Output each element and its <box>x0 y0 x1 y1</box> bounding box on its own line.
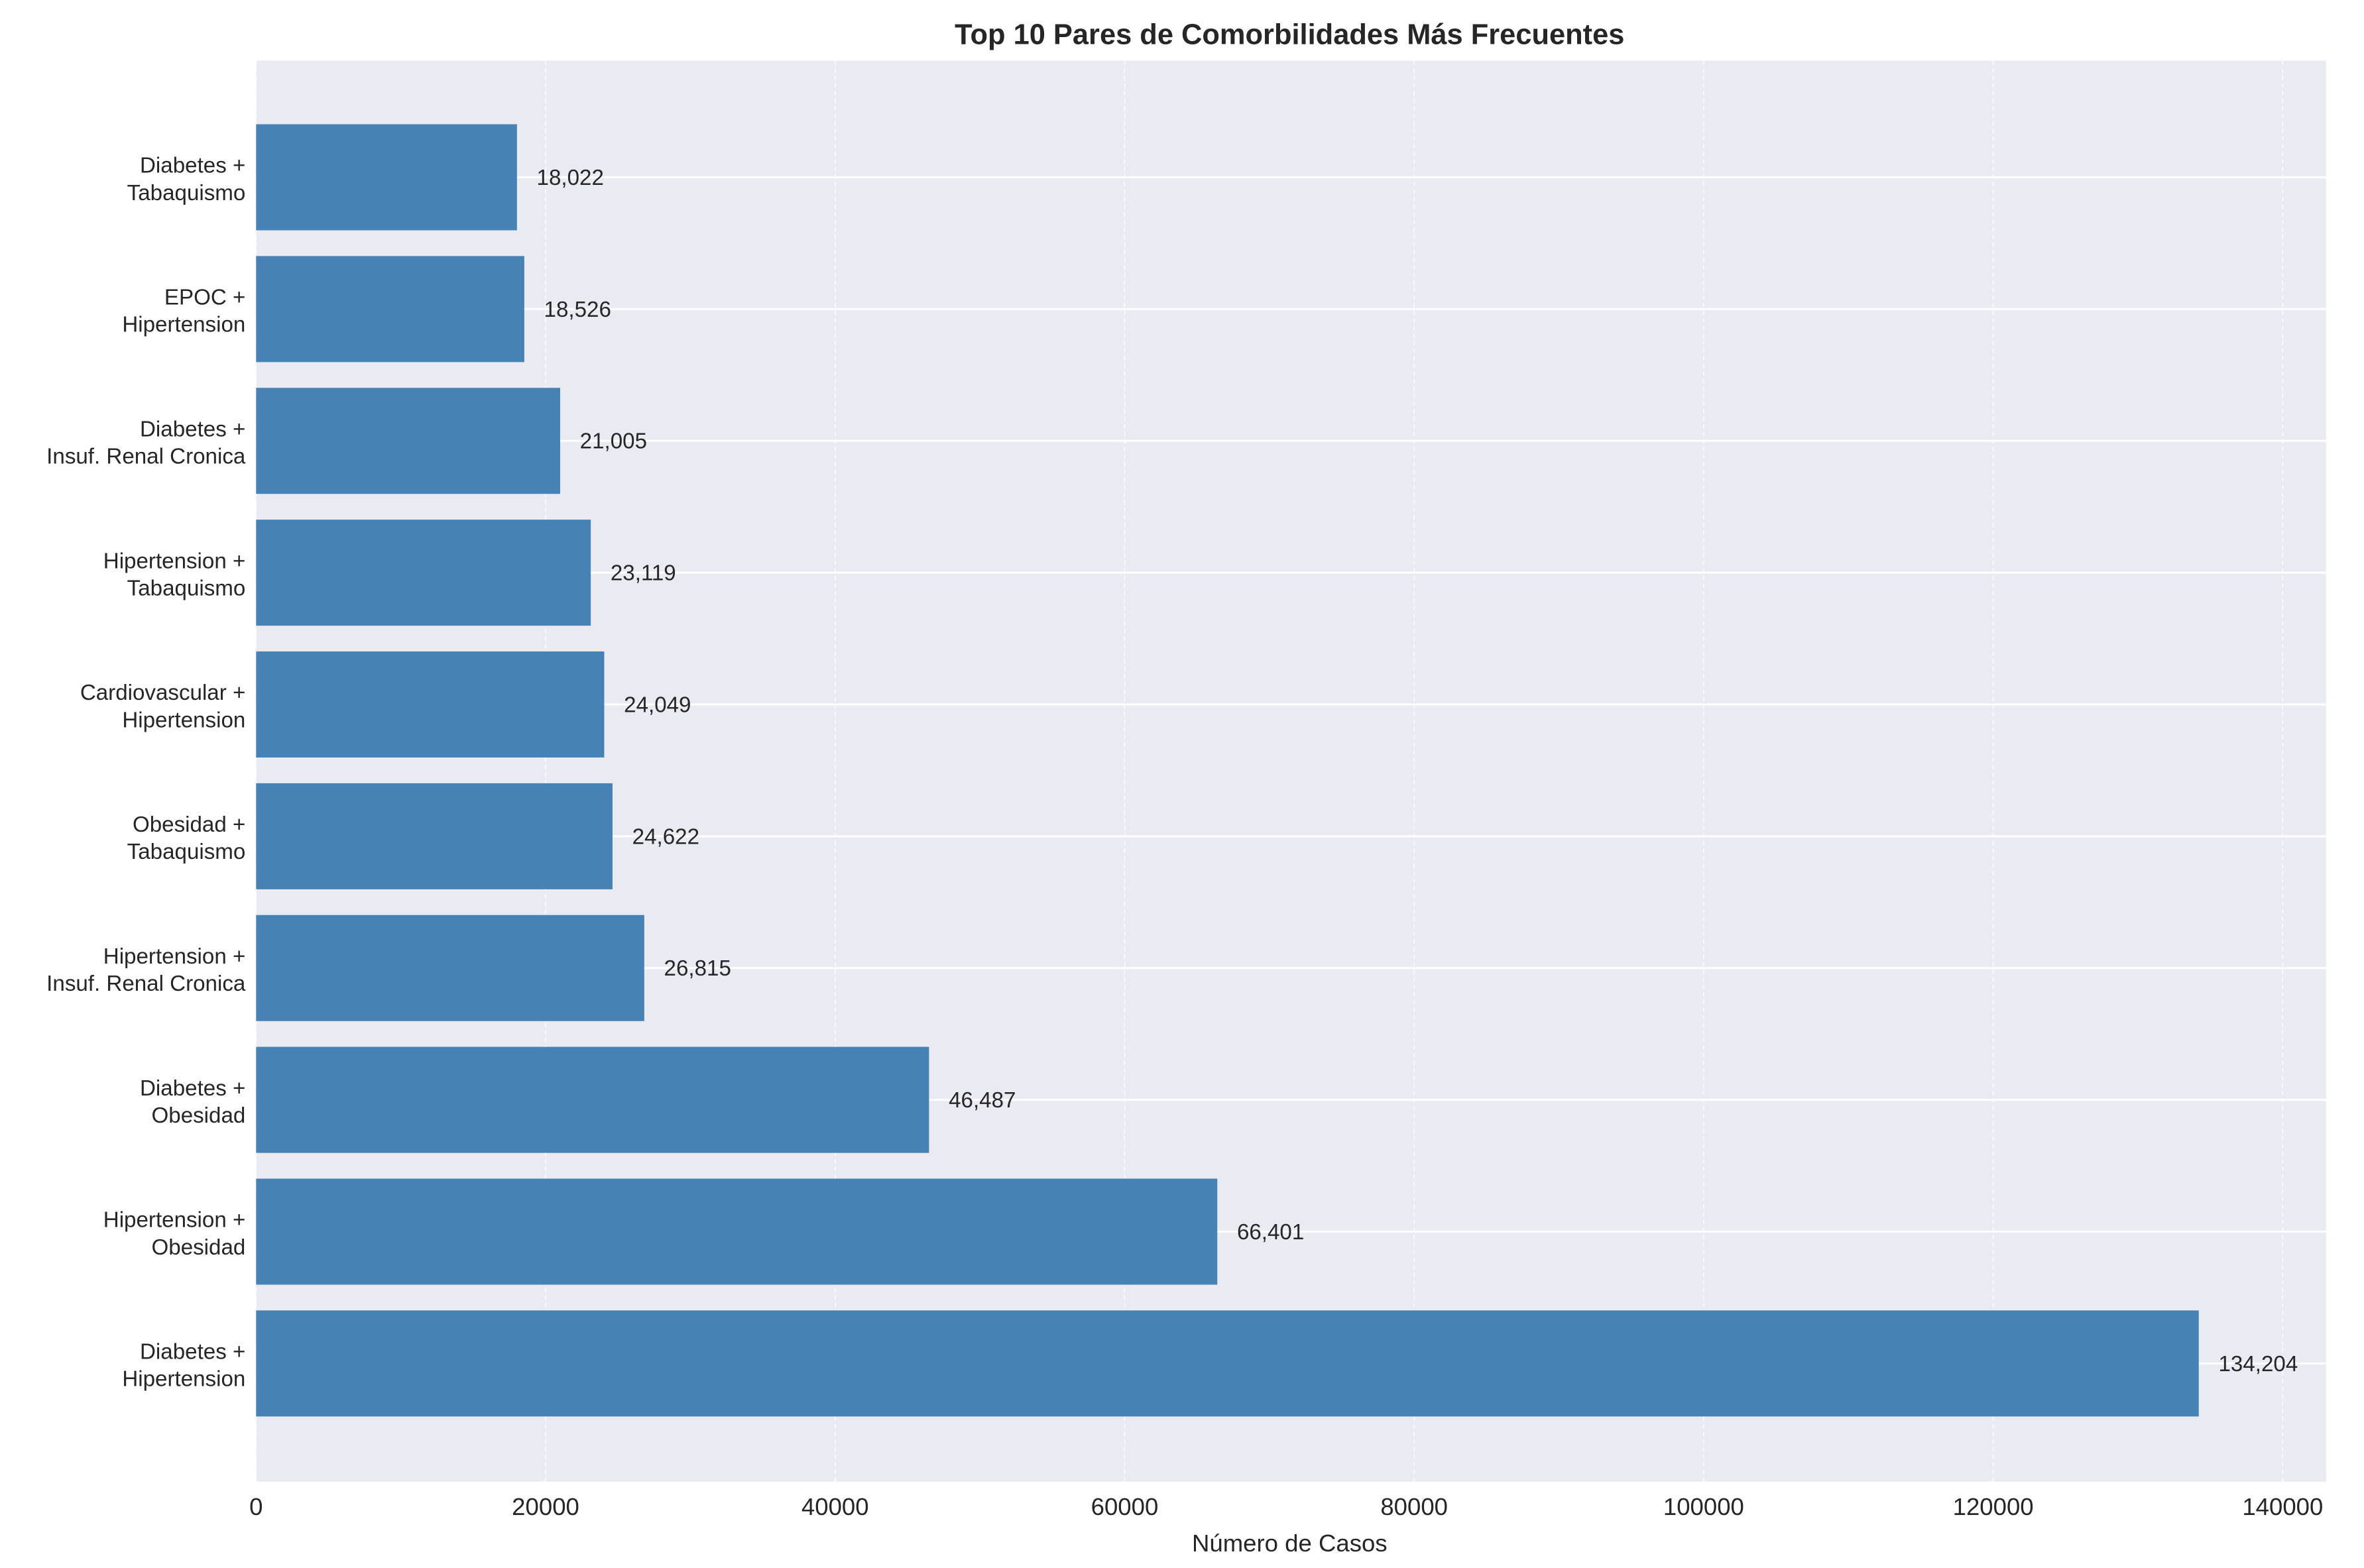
bar-value-label: 134,204 <box>2219 1352 2298 1376</box>
y-tick-label: Hipertension + Obesidad <box>103 1208 246 1260</box>
x-tick-label: 100000 <box>1663 1493 1744 1520</box>
y-tick-label-line: Insuf. Renal Cronica <box>46 445 246 469</box>
bar <box>256 388 560 494</box>
x-tick-label: 60000 <box>1091 1493 1159 1520</box>
x-tick-label: 40000 <box>801 1493 869 1520</box>
y-tick-label-line: Diabetes + <box>140 417 245 441</box>
y-tick-label-line: Obesidad <box>152 1103 246 1128</box>
x-tick-label: 0 <box>249 1493 263 1520</box>
y-tick-label-line: Hipertension <box>122 708 245 732</box>
y-tick-label-line: Cardiovascular + <box>80 681 245 705</box>
y-tick-label: Diabetes + Tabaquismo <box>127 154 246 205</box>
y-tick-label: Hipertension + Insuf. Renal Cronica <box>46 944 246 996</box>
y-tick-label: EPOC + Hipertension <box>122 286 245 337</box>
bar-value-label: 18,526 <box>544 298 611 322</box>
x-tick-label: 120000 <box>1953 1493 2034 1520</box>
bar-value-label: 46,487 <box>949 1088 1016 1113</box>
bar <box>256 520 591 626</box>
bars: 134,204 66,401 46,487 26,815 24,622 24,049 23,… <box>256 124 2298 1417</box>
y-tick-label-line: Obesidad <box>152 1235 246 1260</box>
bar <box>256 1310 2199 1417</box>
y-tick-label: Cardiovascular + Hipertension <box>80 681 245 732</box>
bar-value-label: 21,005 <box>580 429 647 454</box>
y-tick-label-line: Hipertension <box>122 1367 245 1392</box>
bar <box>256 124 517 231</box>
y-tick-label-line: Tabaquismo <box>127 840 246 864</box>
x-tick-labels: 0 20000 40000 60000 80000 100000 120000 140000 <box>249 1493 2323 1520</box>
bar-value-label: 66,401 <box>1237 1220 1304 1245</box>
bar-value-label: 24,622 <box>632 824 699 849</box>
y-tick-label-line: Tabaquismo <box>127 576 246 600</box>
bar <box>256 256 524 363</box>
y-tick-label-line: Tabaquismo <box>127 181 246 205</box>
bar-value-label: 18,022 <box>537 166 604 190</box>
y-tick-label-line: Diabetes + <box>140 154 245 178</box>
chart-title: Top 10 Pares de Comorbilidades Más Frecu… <box>955 19 1624 50</box>
y-tick-label: Diabetes + Insuf. Renal Cronica <box>46 417 246 469</box>
x-axis-label: Número de Casos <box>1192 1530 1388 1557</box>
y-tick-label-line: Hipertension + <box>103 944 246 969</box>
y-tick-label-line: Hipertension + <box>103 1208 246 1233</box>
y-tick-label: Hipertension + Tabaquismo <box>103 549 246 600</box>
y-tick-label-line: Diabetes + <box>140 1339 245 1364</box>
y-tick-label: Diabetes + Obesidad <box>140 1076 245 1128</box>
x-tick-label: 20000 <box>512 1493 579 1520</box>
y-tick-label-line: Hipertension <box>122 313 245 337</box>
x-tick-label: 80000 <box>1380 1493 1448 1520</box>
bar <box>256 651 605 757</box>
bar-value-label: 26,815 <box>664 956 731 981</box>
bar-value-label: 23,119 <box>611 561 676 586</box>
y-tick-label-line: EPOC + <box>164 286 245 310</box>
y-tick-label-line: Insuf. Renal Cronica <box>46 972 246 996</box>
bar <box>256 1178 1218 1285</box>
y-tick-label-line: Diabetes + <box>140 1076 245 1101</box>
y-tick-label-line: Hipertension + <box>103 549 246 573</box>
y-tick-label: Diabetes + Hipertension <box>122 1339 245 1391</box>
bar <box>256 915 644 1021</box>
y-tick-label: Obesidad + Tabaquismo <box>127 812 246 864</box>
y-tick-label-line: Obesidad + <box>133 812 245 837</box>
x-tick-label: 140000 <box>2242 1493 2323 1520</box>
bar <box>256 783 613 889</box>
bar-value-label: 24,049 <box>624 693 691 717</box>
bar <box>256 1046 929 1153</box>
